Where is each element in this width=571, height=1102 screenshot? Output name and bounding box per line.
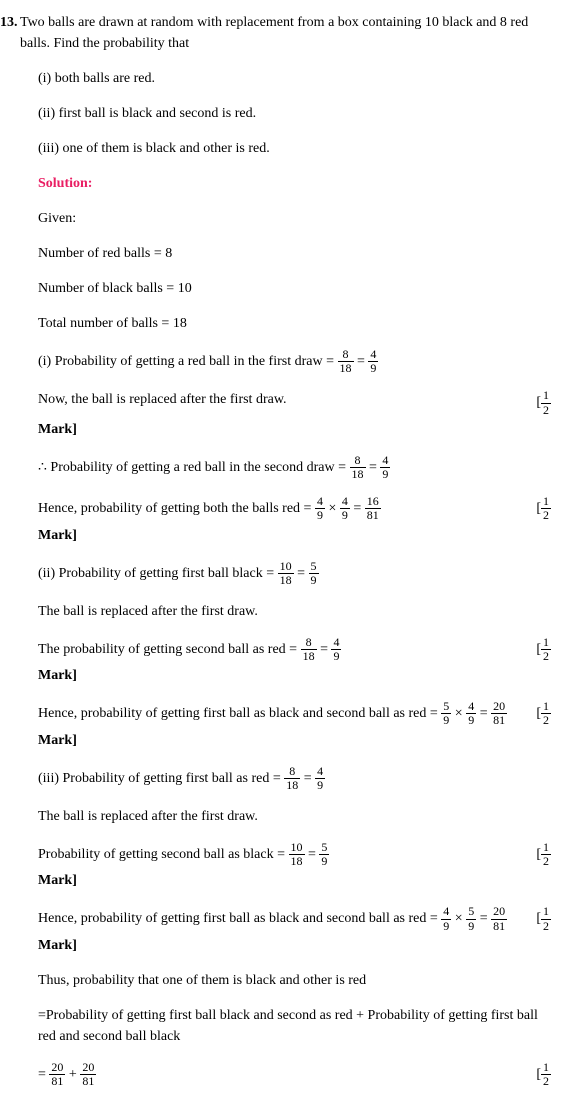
equals: = — [480, 911, 491, 926]
line-iii4: Hence, probability of getting first ball… — [38, 905, 528, 932]
line-iii1: (iii) Probability of getting first ball … — [38, 765, 551, 792]
text: (ii) Probability of getting first ball b… — [38, 565, 278, 580]
line-ii1: (ii) Probability of getting first ball b… — [38, 560, 551, 587]
fraction: 2081 — [491, 700, 507, 727]
fraction: 2081 — [491, 905, 507, 932]
equals: = — [357, 354, 368, 369]
mark-badge: [12 — [528, 495, 551, 522]
text: ∴ Probability of getting a red ball in t… — [38, 460, 350, 475]
fraction: 59 — [319, 841, 329, 868]
given-black: Number of black balls = 10 — [38, 278, 551, 299]
question-stem: Two balls are drawn at random with repla… — [20, 15, 528, 51]
question-part-ii: (ii) first ball is black and second is r… — [38, 103, 551, 124]
line-iii3-row: Probability of getting second ball as bl… — [38, 841, 551, 868]
equals: = — [320, 642, 331, 657]
fraction: 818 — [301, 636, 317, 663]
text: The probability of getting second ball a… — [38, 642, 301, 657]
mark-label: Mark] — [38, 935, 551, 956]
fraction: 59 — [466, 905, 476, 932]
fraction: 49 — [466, 700, 476, 727]
given-red: Number of red balls = 8 — [38, 243, 551, 264]
mark-badge: [12 — [528, 636, 551, 663]
fraction: 1018 — [278, 560, 294, 587]
text: (i) Probability of getting a red ball in… — [38, 354, 338, 369]
line-i2-row: Now, the ball is replaced after the firs… — [38, 389, 551, 416]
question-part-iii: (iii) one of them is black and other is … — [38, 138, 551, 159]
equals: = — [38, 1067, 49, 1082]
mark-label: Mark] — [38, 730, 551, 751]
mark-label: Mark] — [38, 870, 551, 891]
mark-label: Mark] — [38, 419, 551, 440]
fraction: 818 — [284, 765, 300, 792]
line-ii4-row: Hence, probability of getting first ball… — [38, 700, 551, 727]
fraction: 2081 — [80, 1061, 96, 1088]
line-i4: Hence, probability of getting both the b… — [38, 495, 528, 522]
fraction: 1018 — [289, 841, 305, 868]
fraction: 1681 — [365, 495, 381, 522]
fraction: 818 — [338, 348, 354, 375]
fraction: 49 — [368, 348, 378, 375]
final-sum-row: = 2081 + 2081 [12 — [38, 1061, 551, 1088]
text: Probability of getting second ball as bl… — [38, 847, 289, 862]
equals: = — [480, 706, 491, 721]
fraction: 49 — [441, 905, 451, 932]
equals: = — [308, 847, 319, 862]
plus: + — [69, 1067, 80, 1082]
mark-badge: [12 — [528, 905, 551, 932]
text: Hence, probability of getting both the b… — [38, 501, 315, 516]
line-i3: ∴ Probability of getting a red ball in t… — [38, 454, 551, 481]
line-i2: Now, the ball is replaced after the firs… — [38, 389, 528, 410]
text: Hence, probability of getting first ball… — [38, 911, 441, 926]
mark-badge: [12 — [528, 841, 551, 868]
times: × — [455, 911, 466, 926]
solution-heading: Solution: — [38, 173, 551, 194]
mark-badge: [12 — [528, 700, 551, 727]
mark-badge: [12 — [528, 1061, 551, 1088]
line-iii2: The ball is replaced after the first dra… — [38, 806, 551, 827]
equals: = — [304, 771, 315, 786]
final-sum: = 2081 + 2081 — [38, 1061, 528, 1088]
fraction: 49 — [331, 636, 341, 663]
given-label: Given: — [38, 208, 551, 229]
line-iii4-row: Hence, probability of getting first ball… — [38, 905, 551, 932]
line-ii3-row: The probability of getting second ball a… — [38, 636, 551, 663]
equals: = — [297, 565, 308, 580]
mark-badge: [12 — [528, 389, 551, 416]
times: × — [328, 501, 339, 516]
line-iii3: Probability of getting second ball as bl… — [38, 841, 528, 868]
line-ii2: The ball is replaced after the first dra… — [38, 601, 551, 622]
mark-label: Mark] — [38, 525, 551, 546]
given-total: Total number of balls = 18 — [38, 313, 551, 334]
fraction: 49 — [315, 765, 325, 792]
fraction: 49 — [380, 454, 390, 481]
mark-label: Mark] — [38, 665, 551, 686]
line-i4-row: Hence, probability of getting both the b… — [38, 495, 551, 522]
fraction: 49 — [315, 495, 325, 522]
question-number: 13. — [0, 12, 18, 33]
question-part-i: (i) both balls are red. — [38, 68, 551, 89]
sum-desc: =Probability of getting first ball black… — [38, 1005, 551, 1047]
text: (iii) Probability of getting first ball … — [38, 771, 284, 786]
equals: = — [369, 460, 380, 475]
text: Hence, probability of getting first ball… — [38, 706, 441, 721]
fraction: 59 — [309, 560, 319, 587]
line-ii3: The probability of getting second ball a… — [38, 636, 528, 663]
thus-line: Thus, probability that one of them is bl… — [38, 970, 551, 991]
times: × — [455, 706, 466, 721]
fraction: 49 — [340, 495, 350, 522]
equals: = — [353, 501, 364, 516]
fraction: 59 — [441, 700, 451, 727]
line-i1: (i) Probability of getting a red ball in… — [38, 348, 551, 375]
fraction: 818 — [350, 454, 366, 481]
fraction: 2081 — [49, 1061, 65, 1088]
line-ii4: Hence, probability of getting first ball… — [38, 700, 528, 727]
